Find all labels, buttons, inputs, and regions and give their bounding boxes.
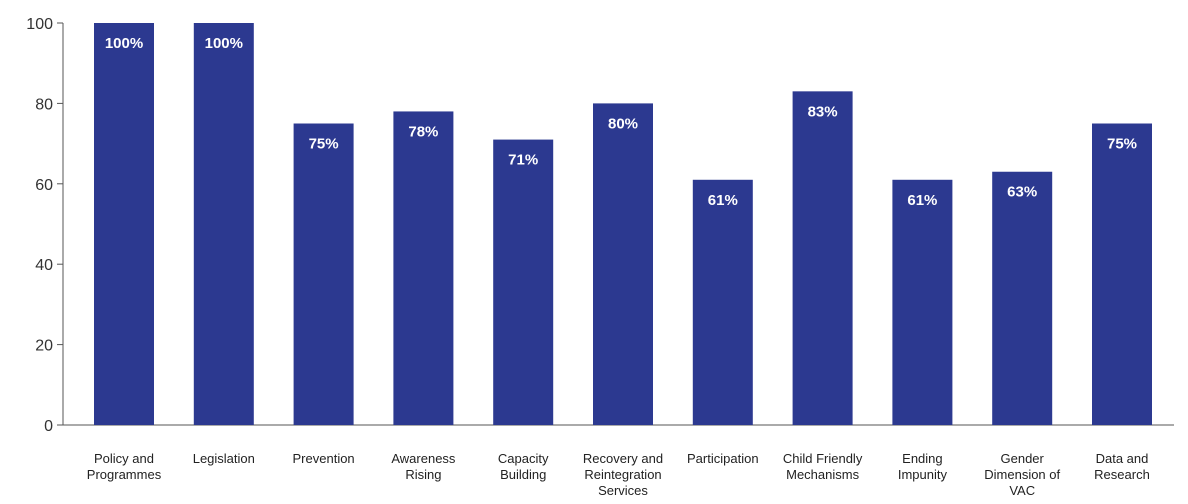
y-axis: 0 20 40 60 80 100 — [26, 16, 64, 435]
bar-value-label: 100% — [205, 35, 243, 52]
bar-value-label: 75% — [1107, 136, 1137, 153]
bar — [792, 91, 853, 425]
x-category-label-line: Dimension of — [984, 467, 1060, 482]
x-category-label-line: Data and — [1096, 451, 1149, 466]
data-labels: 100% 100% 75% 78% 71% 80% 61% 83% 61% 63% 75% — [105, 35, 1137, 209]
x-category-label-line: Reintegration — [584, 467, 661, 482]
bar — [593, 103, 653, 426]
x-category-label-line: Services — [598, 483, 648, 498]
x-category-label-line: Prevention — [293, 451, 355, 466]
bar — [992, 171, 1053, 425]
x-category-label-line: Impunity — [898, 467, 948, 482]
x-category-label: Prevention — [293, 451, 355, 466]
x-category-label-line: Research — [1094, 467, 1150, 482]
bar — [293, 123, 354, 425]
y-tick-label: 80 — [35, 96, 53, 113]
y-tick-label: 60 — [35, 177, 53, 194]
bar — [692, 179, 753, 425]
x-category-label-line: Building — [500, 467, 546, 482]
bar — [94, 23, 154, 425]
y-tick-label: 100 — [26, 16, 53, 33]
bar-value-label: 61% — [708, 192, 738, 209]
bar-value-label: 100% — [105, 35, 143, 52]
x-category-label-line: VAC — [1009, 483, 1035, 498]
y-tick-label: 0 — [44, 418, 53, 435]
x-category-label-line: Legislation — [193, 451, 255, 466]
category-labels: Policy and Programmes Legislation Preventio… — [87, 451, 1150, 498]
y-tick-label: 40 — [35, 257, 53, 274]
x-category-label: Data and Research — [1094, 451, 1150, 482]
x-category-label-line: Participation — [687, 451, 759, 466]
x-category-label: Legislation — [193, 451, 255, 466]
x-category-label-line: Gender — [1001, 451, 1045, 466]
y-tick-label: 20 — [35, 338, 53, 355]
x-category-label-line: Awareness — [391, 451, 456, 466]
bar-value-label: 61% — [907, 192, 937, 209]
x-category-label-line: Recovery and — [583, 451, 663, 466]
x-category-label-line: Rising — [405, 467, 441, 482]
bar — [1092, 123, 1152, 425]
x-category-label: Gender Dimension of VAC — [984, 451, 1060, 498]
x-category-label-line: Capacity — [498, 451, 549, 466]
x-category-label-line: Policy and — [94, 451, 154, 466]
x-category-label-line: Programmes — [87, 467, 162, 482]
bar-value-label: 75% — [309, 136, 339, 153]
bar-value-label: 78% — [408, 123, 438, 140]
x-category-label: Awareness Rising — [391, 451, 456, 482]
x-category-label: Capacity Building — [498, 451, 549, 482]
x-category-label: Ending Impunity — [898, 451, 948, 482]
x-category-label: Recovery and Reintegration Services — [583, 451, 663, 498]
x-category-label: Participation — [687, 451, 759, 466]
bar-value-label: 80% — [608, 115, 638, 132]
x-category-label-line: Mechanisms — [786, 467, 859, 482]
bar — [493, 139, 554, 425]
bar — [393, 111, 454, 425]
bars — [94, 23, 1152, 426]
bar-value-label: 83% — [808, 103, 838, 120]
x-category-label: Child Friendly Mechanisms — [783, 451, 863, 482]
bar-value-label: 63% — [1007, 184, 1037, 201]
x-category-label: Policy and Programmes — [87, 451, 162, 482]
x-category-label-line: Child Friendly — [783, 451, 863, 466]
x-category-label-line: Ending — [902, 451, 942, 466]
bar-value-label: 71% — [508, 152, 538, 169]
bar — [193, 23, 254, 425]
bar — [892, 179, 953, 425]
